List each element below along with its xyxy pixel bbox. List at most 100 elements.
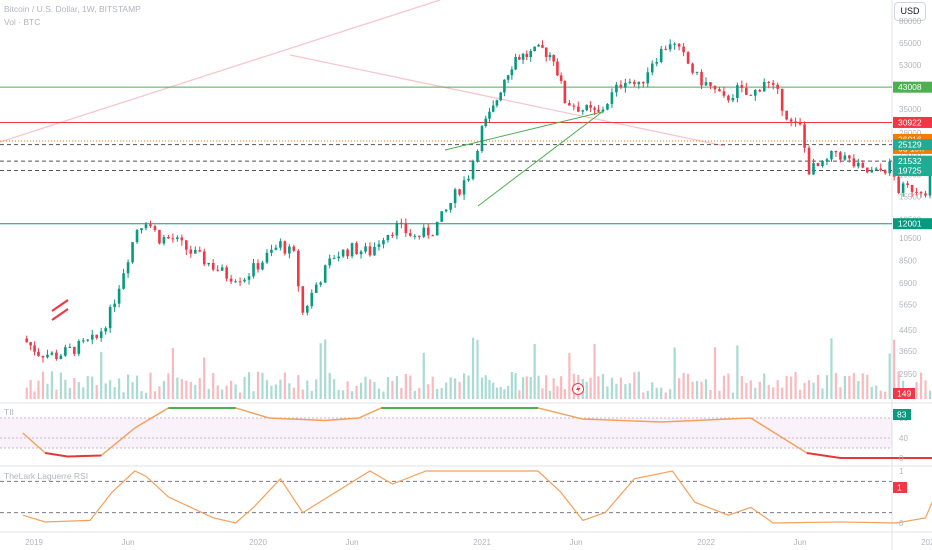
candle-body — [736, 85, 739, 99]
currency-button[interactable]: USD — [894, 2, 926, 21]
candle-body — [758, 90, 762, 92]
volume-bar — [879, 390, 882, 399]
volume-bar — [537, 375, 540, 399]
volume-bar — [359, 382, 363, 399]
volume-bar — [458, 381, 461, 399]
candle-body — [234, 281, 237, 283]
volume-bar — [514, 372, 517, 399]
time-tick-label: 2020 — [249, 538, 267, 547]
volume-bar — [673, 347, 676, 399]
candle-body — [915, 191, 918, 193]
candle-body — [700, 71, 703, 86]
candle-body — [541, 45, 544, 48]
candle-body — [158, 229, 161, 244]
candle-body — [655, 61, 659, 64]
candle-body — [108, 307, 112, 329]
volume-bar — [628, 383, 631, 399]
candle-body — [852, 158, 856, 167]
volume-bar — [861, 373, 864, 399]
candle-body — [870, 169, 874, 173]
volume-bar — [843, 375, 846, 399]
candle-body — [740, 85, 744, 88]
volume-bar — [758, 381, 761, 399]
volume-bar — [118, 378, 121, 399]
candle-body — [585, 105, 589, 111]
volume-bar — [109, 380, 112, 399]
candle-body — [391, 234, 394, 236]
volume-bar — [368, 379, 372, 399]
candle-body — [77, 341, 81, 354]
volume-bar — [624, 384, 627, 399]
laguerre-value-tag — [893, 482, 907, 493]
candle-body — [176, 237, 179, 240]
price-tick-label: 35000 — [899, 105, 922, 114]
candle-body — [382, 240, 385, 245]
volume-bar — [866, 374, 869, 399]
candle-body — [825, 159, 829, 161]
volume-bar — [897, 371, 900, 399]
candle-body — [589, 105, 592, 108]
volume-bar — [503, 389, 506, 399]
candle-body — [745, 87, 748, 95]
wedge-upper — [444, 111, 603, 151]
candle-body — [544, 47, 548, 58]
volume-bar — [462, 373, 466, 399]
candle-body — [86, 339, 90, 341]
candle-body — [193, 250, 197, 254]
volume-bar — [131, 382, 134, 399]
volume-bar — [731, 392, 734, 399]
volume-bar — [333, 379, 336, 399]
volume-bar — [884, 391, 887, 399]
candle-body — [368, 246, 372, 256]
volume-bar — [373, 382, 376, 399]
volume-bar — [722, 375, 726, 399]
candle-body — [525, 53, 529, 58]
volume-bar — [589, 377, 592, 399]
candle-body — [104, 328, 107, 332]
candle-body — [548, 54, 552, 58]
candle-body — [417, 235, 421, 237]
candle-body — [29, 342, 32, 346]
candle-body — [167, 237, 170, 239]
candle-body — [722, 91, 726, 96]
volume-bar — [346, 381, 349, 399]
volume-bar — [713, 347, 717, 399]
price-tag-label: 21532 — [898, 156, 922, 166]
price-tick-label: 3650 — [899, 347, 917, 356]
candle-body — [476, 150, 479, 161]
volume-legend: Vol · BTC — [4, 17, 41, 27]
candle-body — [274, 247, 278, 250]
volume-bar — [749, 380, 752, 399]
volume-bar — [785, 376, 788, 399]
volume-bar — [413, 390, 416, 399]
candle-body — [830, 150, 833, 160]
volume-bar — [776, 380, 779, 399]
candle-body — [673, 43, 676, 45]
candle-body — [677, 43, 681, 47]
volume-bar — [252, 391, 255, 399]
candle-body — [785, 110, 788, 120]
small-red-channel — [51, 299, 69, 312]
volume-bar — [288, 383, 291, 399]
chart-title: Bitcoin / U.S. Dollar, 1W, BITSTAMP — [4, 4, 141, 14]
candle-body — [503, 79, 506, 93]
volume-bar — [41, 371, 45, 399]
candle-body — [292, 246, 296, 251]
candle-body — [780, 88, 784, 111]
candle-body — [731, 98, 735, 101]
volume-bar — [857, 381, 860, 399]
candle-body — [816, 163, 820, 167]
candle-body — [919, 191, 923, 194]
candle-body — [529, 51, 533, 58]
candle-body — [41, 355, 45, 358]
candle-body — [910, 185, 914, 192]
volume-bar — [149, 372, 152, 399]
volume-bar — [310, 390, 313, 399]
candle-body — [753, 90, 757, 96]
candle-body — [247, 276, 251, 280]
candle-body — [301, 286, 305, 313]
candle-body — [310, 292, 314, 307]
candle-body — [409, 233, 412, 236]
candle-body — [90, 334, 94, 340]
